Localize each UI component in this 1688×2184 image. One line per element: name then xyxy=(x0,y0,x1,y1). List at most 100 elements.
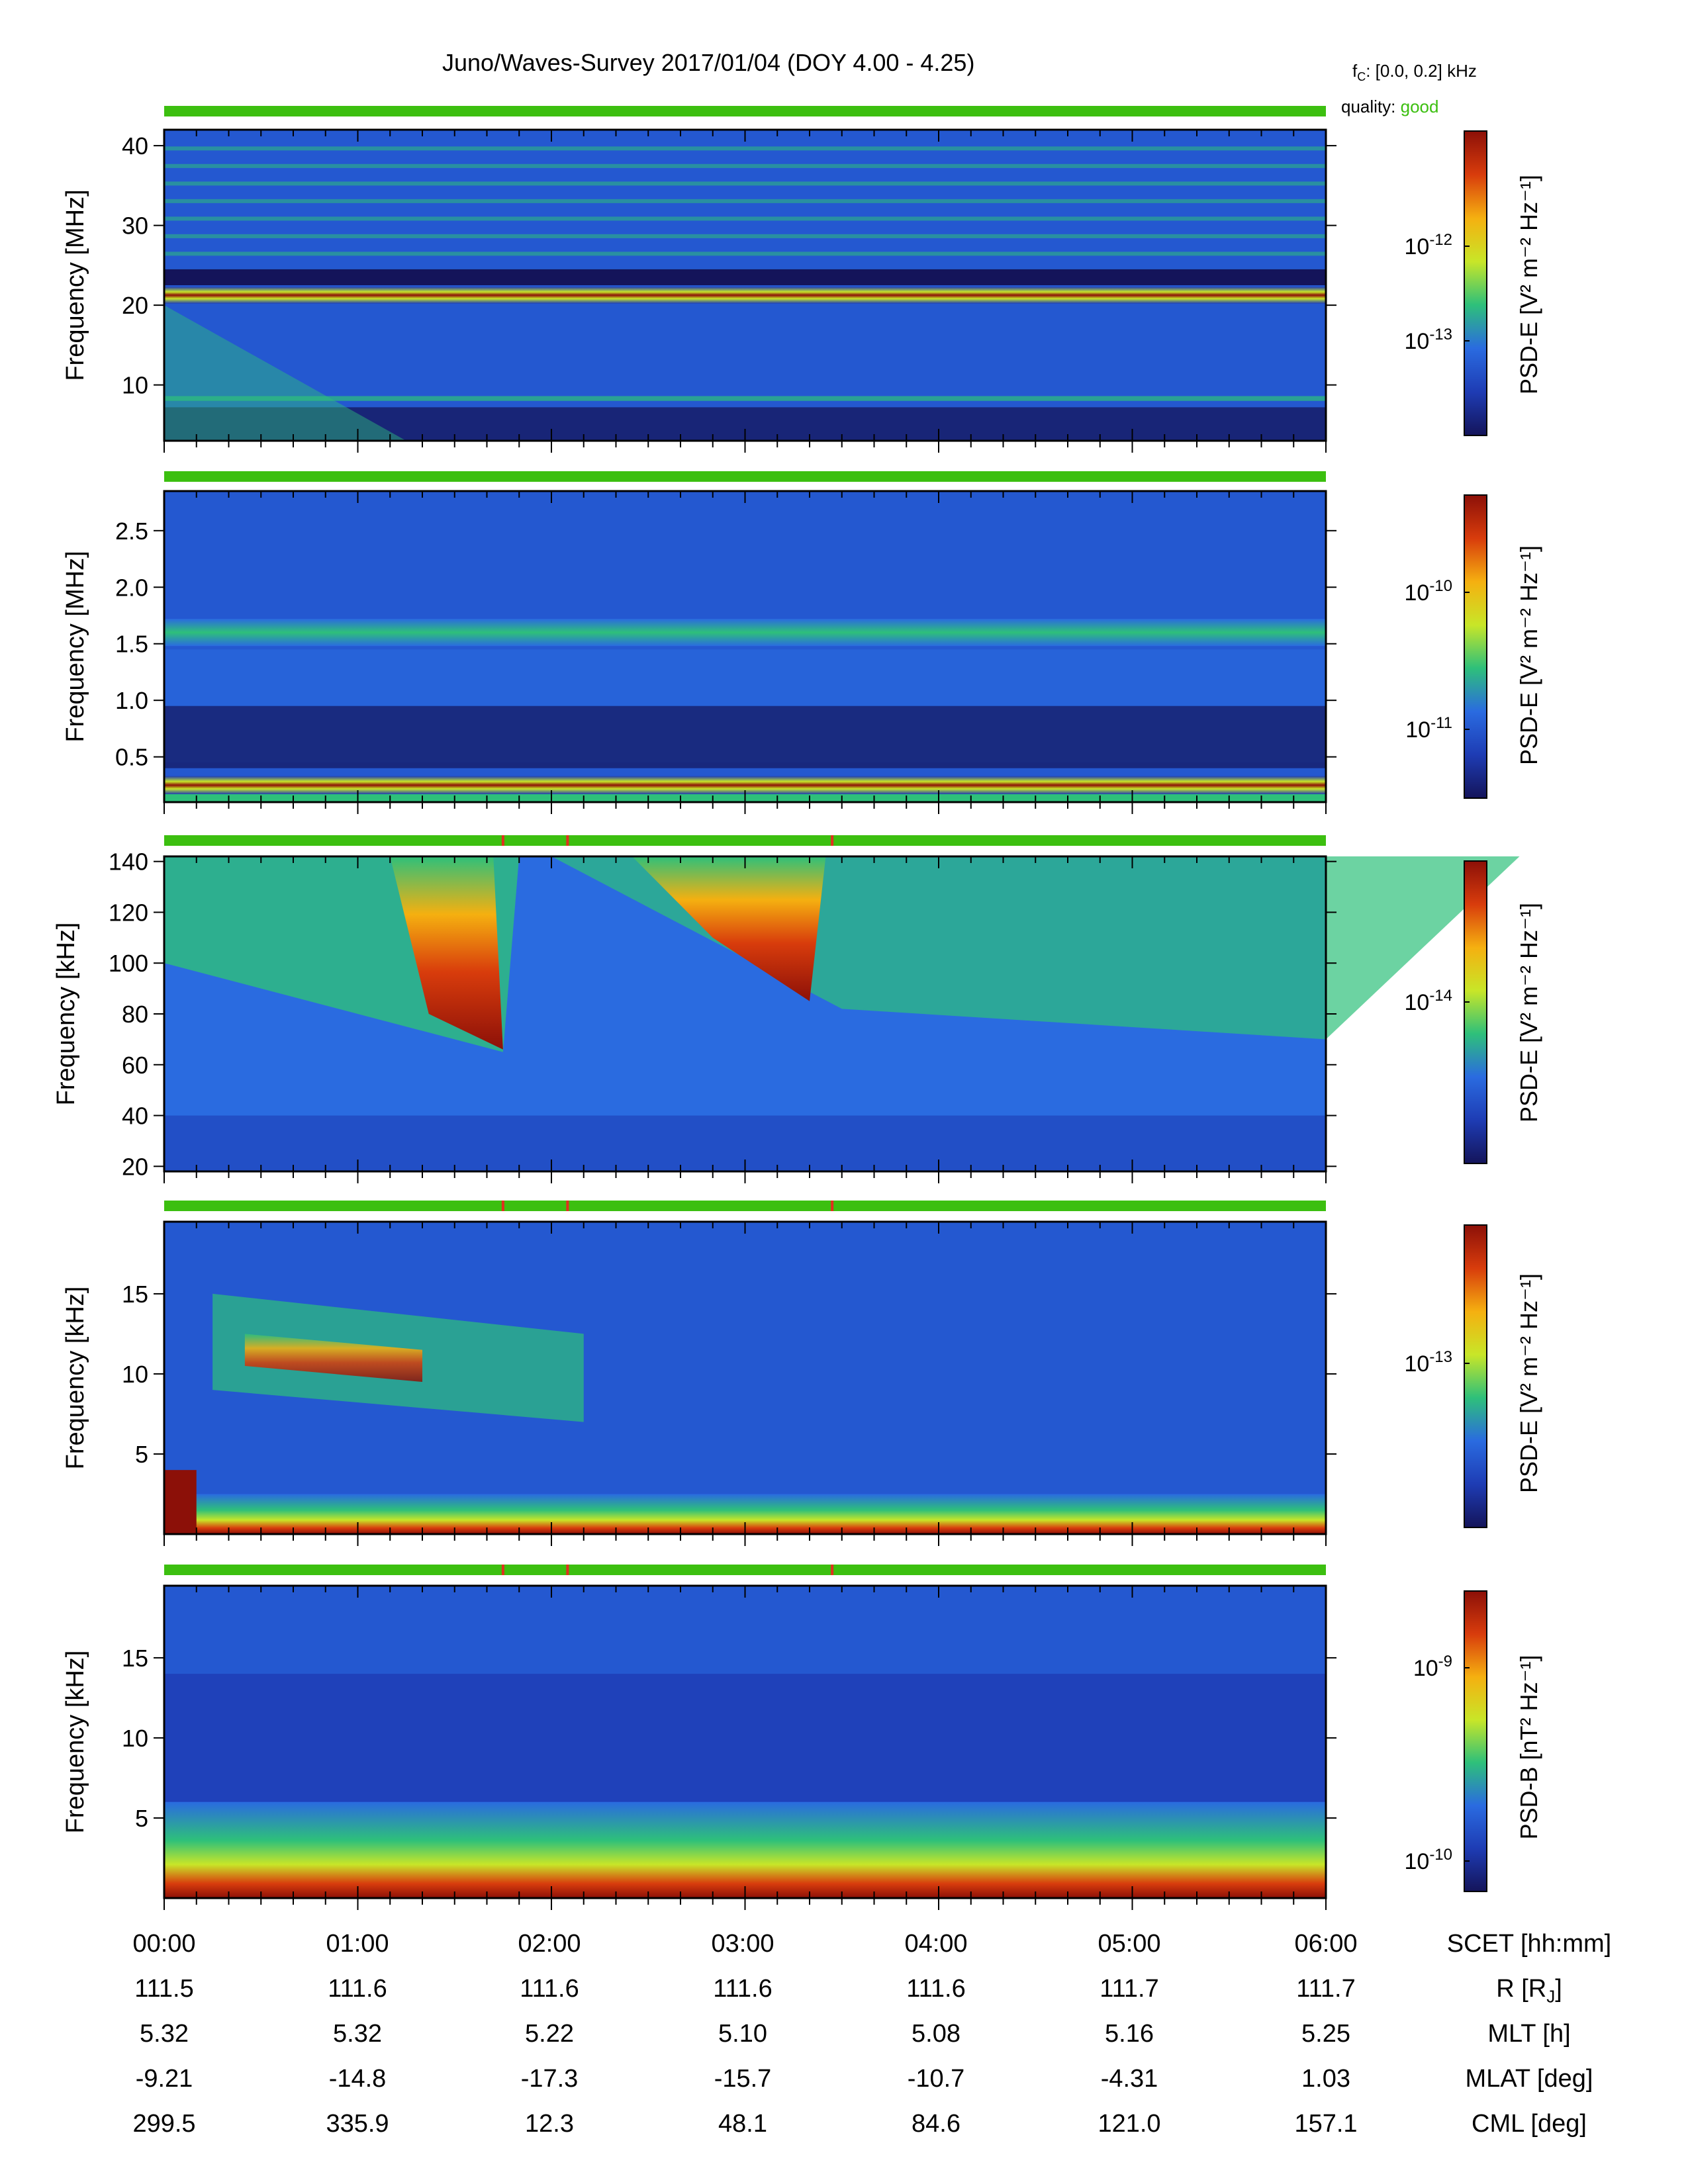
quality-flag-bad-marker xyxy=(831,1565,834,1575)
y-axis-label: Frequency [kHz] xyxy=(62,1651,89,1834)
colorbar-tick-label: 10-14 xyxy=(1404,987,1452,1015)
ephemeris-row-label-sub: J xyxy=(1546,1986,1556,2007)
y-tick-label: 120 xyxy=(109,899,148,926)
emission-band xyxy=(164,234,1326,238)
ephemeris-row-label-text: MLAT [deg] xyxy=(1465,2065,1593,2093)
ephemeris-value: 157.1 xyxy=(1294,2110,1358,2138)
y-tick-label: 100 xyxy=(109,950,148,977)
ephemeris-value: -9.21 xyxy=(135,2065,193,2093)
spectrogram-panel-5: 5 10 15 Frequency [kHz] 10-9 10-10 PSD-B [nT² … xyxy=(62,1565,1542,1910)
colorbar-label: PSD-E [V² m⁻² Hz⁻¹] xyxy=(1515,1273,1542,1493)
colorbar-tick-label: 10-12 xyxy=(1404,231,1452,259)
quality-flag-bad-marker xyxy=(831,1201,834,1211)
quality-value: good xyxy=(1400,97,1439,116)
ephemeris-row-label: MLAT [deg] xyxy=(1466,2065,1593,2093)
ephemeris-value: 111.5 xyxy=(134,1975,194,2003)
y-axis-label: Frequency [MHz] xyxy=(62,189,89,381)
ephemeris-value: -14.8 xyxy=(328,2065,387,2093)
y-tick-label: 0.5 xyxy=(115,744,148,771)
colorbar-label: PSD-B [nT² Hz⁻¹] xyxy=(1515,1655,1542,1839)
ephemeris-row-label: CML [deg] xyxy=(1472,2110,1587,2138)
ephemeris-value: -17.3 xyxy=(520,2065,579,2093)
ephemeris-value: 12.3 xyxy=(525,2110,574,2138)
ephemeris-row-label-text: R [R xyxy=(1496,1975,1547,2003)
y-tick-label: 80 xyxy=(122,1001,148,1028)
quality-flag-bad-marker xyxy=(501,835,504,846)
emission-band xyxy=(164,163,1326,168)
spectrogram-panel-4: 5 10 15 Frequency [kHz] 10-13 PSD-E [V² m⁻² H… xyxy=(62,1201,1542,1546)
ephemeris-value: 01:00 xyxy=(326,1930,389,1958)
y-tick-label: 10 xyxy=(122,372,148,399)
quality-flag-bar xyxy=(164,471,1326,482)
ephemeris-value: 5.25 xyxy=(1301,2020,1350,2048)
ephemeris-row-label: R [RJ] xyxy=(1496,1975,1562,2007)
emission-band xyxy=(164,396,1326,401)
colorbar xyxy=(1464,1224,1487,1528)
ephemeris-row-label-text: MLT [h] xyxy=(1487,2020,1571,2048)
ephemeris-row-label-text: CML [deg] xyxy=(1472,2110,1587,2138)
intense-emission xyxy=(632,856,826,1001)
ephemeris-value: 48.1 xyxy=(718,2110,767,2138)
y-tick-label: 10 xyxy=(122,1725,148,1752)
ephemeris-value: 5.32 xyxy=(140,2020,189,2048)
colorbar-label: PSD-E [V² m⁻² Hz⁻¹] xyxy=(1515,175,1542,394)
ephemeris-value: 06:00 xyxy=(1294,1930,1358,1958)
colorbar xyxy=(1464,130,1487,436)
fc-subscript: C xyxy=(1357,70,1366,84)
colorbar xyxy=(1464,860,1487,1164)
y-tick-label: 2.5 xyxy=(115,518,148,545)
bursty-emission-core xyxy=(244,1334,422,1383)
quality-flag-bad-marker xyxy=(831,835,834,846)
fc-value: : [0.0, 0.2] kHz xyxy=(1366,61,1477,81)
intense-emission xyxy=(390,856,503,1050)
ephemeris-value: 05:00 xyxy=(1098,1930,1161,1958)
y-axis-label: Frequency [kHz] xyxy=(52,923,80,1106)
y-tick-label: 140 xyxy=(109,848,148,876)
emission-band xyxy=(164,199,1326,203)
emission-band xyxy=(164,146,1326,151)
y-tick-label: 15 xyxy=(122,1645,148,1672)
ephemeris-row-label-end: ] xyxy=(1555,1975,1562,2003)
colorbar xyxy=(1464,1590,1487,1892)
quiet-band xyxy=(164,1674,1326,1802)
ephemeris-value: 04:00 xyxy=(904,1930,968,1958)
y-tick-label: 40 xyxy=(122,132,148,159)
ephemeris-value: 84.6 xyxy=(912,2110,961,2138)
y-tick-label: 10 xyxy=(122,1361,148,1388)
quiet-band xyxy=(164,269,1326,285)
y-tick-label: 40 xyxy=(122,1103,148,1130)
y-tick-label: 2.0 xyxy=(115,574,148,601)
y-tick-label: 5 xyxy=(135,1441,148,1468)
ephemeris-value: 335.9 xyxy=(326,2110,389,2138)
ephemeris-value: 5.08 xyxy=(912,2020,961,2048)
spectrogram-panel-2: 0.5 1.0 1.5 2.0 2.5 Frequency [MHz] 10-10 10-11… xyxy=(62,471,1542,814)
colorbar-label: PSD-E [V² m⁻² Hz⁻¹] xyxy=(1515,545,1542,765)
colorbar-tick-label: 10-11 xyxy=(1405,714,1452,743)
y-tick-label: 5 xyxy=(135,1805,148,1832)
colorbar-tick-label: 10-10 xyxy=(1404,577,1452,606)
y-tick-label: 15 xyxy=(122,1281,148,1308)
quality-flag-bad-marker xyxy=(566,835,569,846)
quality-flag-bar xyxy=(164,1201,1326,1211)
ephemeris-row-label: MLT [h] xyxy=(1487,2020,1570,2048)
emission-band xyxy=(164,181,1326,186)
line-1600khz xyxy=(164,619,1326,647)
plot-title: Juno/Waves-Survey 2017/01/04 (DOY 4.00 -… xyxy=(442,49,975,76)
narrowband-line-21mhz xyxy=(164,287,1326,304)
quality-flag-bar xyxy=(164,835,1326,846)
y-tick-label: 1.0 xyxy=(115,687,148,714)
emission-band xyxy=(164,216,1326,221)
ephemeris-value: 5.16 xyxy=(1105,2020,1154,2048)
quality-label: quality: good xyxy=(1341,97,1438,117)
y-axis-label: Frequency [MHz] xyxy=(62,551,89,742)
ephemeris-value: 299.5 xyxy=(132,2110,196,2138)
y-tick-label: 1.5 xyxy=(115,631,148,658)
ephemeris-value: 00:00 xyxy=(132,1930,196,1958)
fc-symbol: f xyxy=(1352,61,1358,81)
quality-flag-bar xyxy=(164,1565,1326,1575)
ephemeris-row-label: SCET [hh:mm] xyxy=(1447,1930,1611,1958)
y-tick-label: 60 xyxy=(122,1052,148,1079)
colorbar-tick-label: 10-9 xyxy=(1413,1653,1452,1681)
ephemeris-value: 111.7 xyxy=(1296,1975,1356,2003)
